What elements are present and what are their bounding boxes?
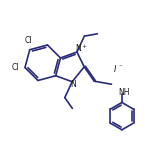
Text: I: I	[113, 65, 116, 74]
Text: +: +	[82, 44, 87, 49]
Text: Cl: Cl	[11, 63, 19, 72]
Text: N: N	[76, 44, 81, 53]
Text: NH: NH	[118, 88, 129, 97]
Text: Cl: Cl	[25, 36, 33, 45]
Text: N: N	[71, 80, 76, 89]
Text: ⁻: ⁻	[118, 63, 122, 72]
